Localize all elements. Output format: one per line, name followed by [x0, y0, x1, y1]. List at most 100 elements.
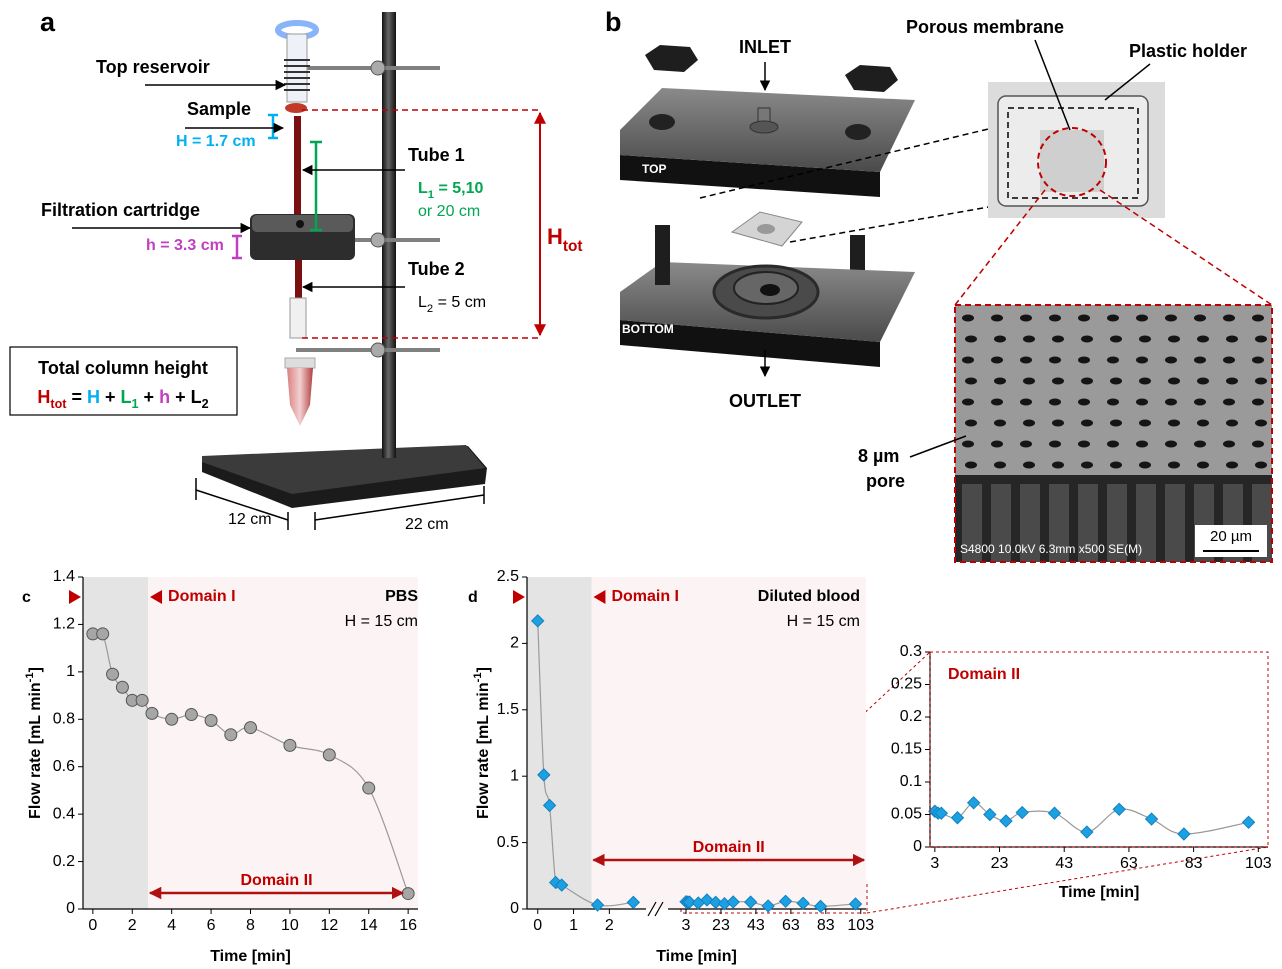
x-tick-label: 2: [128, 917, 137, 934]
pore: [1194, 441, 1206, 448]
marker: [97, 628, 109, 640]
pore: [1078, 441, 1090, 448]
pore: [1165, 315, 1177, 322]
y-tick-label: 0.15: [891, 741, 922, 758]
marker: [1016, 807, 1028, 819]
y-tick-label: 1: [510, 767, 519, 784]
pore: [1049, 357, 1061, 364]
x-tick-label: 63: [1120, 855, 1138, 872]
x-axis-label: Time [min]: [656, 948, 737, 965]
x-tick-label: 23: [991, 855, 1009, 872]
x-tick-label: 10: [281, 917, 299, 934]
marker: [951, 812, 963, 824]
y-tick-label: 0.25: [891, 676, 922, 693]
pore: [1078, 399, 1090, 406]
domain-shade: [83, 577, 148, 909]
y-tick-label: 0.2: [53, 853, 75, 870]
pore: [1255, 336, 1267, 343]
pore: [994, 420, 1006, 427]
y-tick-label: 0.6: [53, 758, 75, 775]
marker: [136, 694, 148, 706]
y-tick-label: 1.4: [53, 568, 75, 585]
text-part: H: [547, 224, 563, 249]
pore: [1226, 420, 1238, 427]
pore: [1107, 357, 1119, 364]
label: BOTTOM: [622, 322, 674, 336]
text-part: H: [87, 387, 100, 407]
text-part: =: [67, 387, 88, 407]
label: Sample: [187, 99, 251, 119]
text-part: Flow rate [mL min: [475, 682, 492, 819]
pore: [1194, 315, 1206, 322]
marker: [166, 713, 178, 725]
x-tick-label: 14: [360, 917, 378, 934]
domain-marker: [69, 590, 81, 604]
pore: [1020, 315, 1032, 322]
pore: [1226, 336, 1238, 343]
pore: [991, 357, 1003, 364]
pore: [962, 315, 974, 322]
sem-info: S4800 10.0kV 6.3mm x500 SE(M): [960, 542, 1142, 556]
marker: [116, 681, 128, 693]
pore: [1081, 420, 1093, 427]
pore: [1110, 378, 1122, 385]
h-bracket: [268, 115, 278, 138]
label: INLET: [739, 37, 791, 57]
label: L1 = 5,10: [418, 180, 483, 201]
pore: [1168, 336, 1180, 343]
text-part: L: [121, 387, 132, 407]
x-tick-label: 16: [399, 917, 417, 934]
pore: [1139, 336, 1151, 343]
pore: [1252, 315, 1264, 322]
pore: [1226, 378, 1238, 385]
chart-title: PBS: [385, 588, 418, 605]
x-tick-label: 83: [1185, 855, 1203, 872]
y-tick-label: 0: [66, 900, 75, 917]
text-part: +: [170, 387, 191, 407]
pore: [1081, 462, 1093, 469]
text-part: ]: [475, 667, 492, 672]
pore: [1223, 399, 1235, 406]
nut: [845, 65, 898, 92]
pore: [1165, 441, 1177, 448]
x-tick-label: 8: [246, 917, 255, 934]
pore: [1223, 315, 1235, 322]
pore: [1020, 399, 1032, 406]
pore: [994, 462, 1006, 469]
text-part: 2: [202, 397, 209, 411]
pore: [962, 357, 974, 364]
pore: [1223, 357, 1235, 364]
text-part: +: [139, 387, 160, 407]
marker: [107, 668, 119, 680]
hole: [649, 114, 675, 130]
pore: [1023, 336, 1035, 343]
panel-a: a Htot Top reservoir Sample H = 1.7 cm T…: [10, 7, 583, 533]
text-part: -1: [24, 672, 36, 682]
pore: [1078, 357, 1090, 364]
pore: [1252, 441, 1264, 448]
pillar: [655, 225, 670, 285]
pore: [1049, 399, 1061, 406]
pore: [1081, 378, 1093, 385]
text-part: ]: [27, 667, 44, 672]
pore: [1136, 315, 1148, 322]
panel-letter: c: [22, 589, 31, 606]
pore: [1020, 357, 1032, 364]
outlet-hole: [760, 284, 780, 296]
marker: [205, 714, 217, 726]
y-tick-label: 0.2: [900, 708, 922, 725]
label: Tube 1: [408, 145, 465, 165]
pore: [1255, 462, 1267, 469]
text-part: L: [418, 180, 428, 197]
panel-letter: b: [605, 7, 622, 37]
x-tick-label: 3: [682, 917, 691, 934]
chip-membrane: [757, 224, 775, 234]
label: TOP: [642, 162, 666, 176]
pore: [1168, 462, 1180, 469]
label: or 20 cm: [418, 203, 480, 220]
y-tick-label: 0.1: [900, 773, 922, 790]
label: L2 = 5 cm: [418, 294, 486, 315]
marker: [1000, 815, 1012, 827]
marker: [245, 722, 257, 734]
pore: [965, 336, 977, 343]
